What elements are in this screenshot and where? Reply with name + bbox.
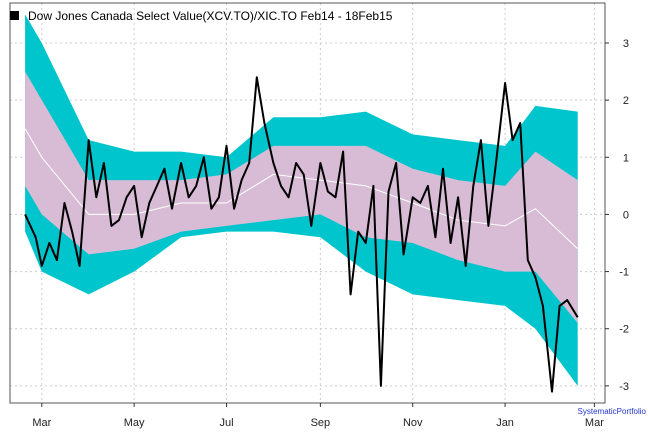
- x-axis: Mar May Jul Sep Nov Jan Mar: [32, 403, 604, 429]
- plot-frame: [9, 2, 606, 404]
- y-tick-label: -2: [619, 324, 629, 336]
- x-tick-label: Jul: [219, 417, 233, 429]
- legend: Dow Jones Canada Select Value(XCV.TO)/XI…: [10, 9, 393, 23]
- inner-band: [25, 71, 578, 323]
- chart-title: Dow Jones Canada Select Value(XCV.TO)/XI…: [28, 9, 393, 23]
- y-tick-label: 1: [623, 152, 629, 164]
- x-tick-label: May: [124, 417, 145, 429]
- y-tick-label: 2: [623, 95, 629, 107]
- x-tick-label: Sep: [311, 417, 331, 429]
- x-tick-label: Jan: [496, 417, 514, 429]
- y-tick-label: -1: [619, 267, 629, 279]
- series-line: [24, 76, 579, 393]
- credit-label: SystematicPortfolio: [578, 407, 647, 416]
- y-tick-label: 3: [623, 38, 629, 50]
- legend-swatch: [10, 11, 19, 20]
- x-tick-label: Nov: [403, 417, 423, 429]
- y-axis: 3 2 1 0 -1 -2 -3: [605, 38, 629, 393]
- y-tick-label: 0: [623, 209, 629, 221]
- y-tick-label: -3: [619, 381, 629, 393]
- x-tick-label: Mar: [585, 417, 604, 429]
- mean-line: [24, 128, 579, 250]
- x-tick-label: Mar: [32, 417, 51, 429]
